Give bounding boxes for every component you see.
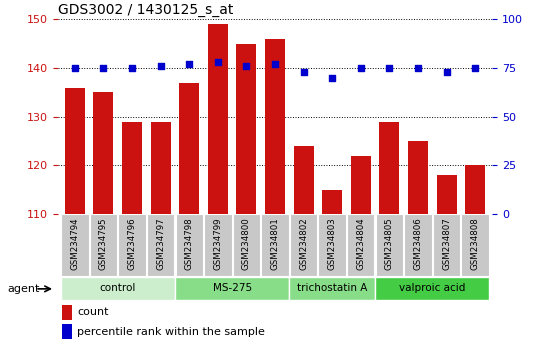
Bar [433,214,460,276]
Point [442,69,451,75]
Point [414,65,422,71]
Bar [233,214,260,276]
Text: GSM234798: GSM234798 [185,218,194,270]
Text: GSM234804: GSM234804 [356,217,365,270]
Bar [265,39,285,214]
Text: GSM234801: GSM234801 [271,217,279,270]
Point [213,59,222,65]
Text: count: count [78,307,109,317]
Bar [261,214,289,276]
Bar [375,278,490,300]
Point [356,65,365,71]
Point [328,75,337,81]
Bar [62,305,72,320]
Point [471,65,480,71]
Text: control: control [100,283,136,293]
Bar [351,156,371,214]
Text: GSM234806: GSM234806 [414,217,422,270]
Text: MS-275: MS-275 [212,283,252,293]
Bar [290,214,317,276]
Text: GSM234808: GSM234808 [471,217,480,270]
Bar [408,141,428,214]
Text: GSM234802: GSM234802 [299,217,308,270]
Point [128,65,136,71]
Bar [118,214,146,276]
Bar [318,214,346,276]
Bar [151,122,170,214]
Bar [289,278,375,300]
Bar [122,122,142,214]
Point [185,61,194,67]
Text: trichostatin A: trichostatin A [297,283,367,293]
Text: GSM234795: GSM234795 [99,218,108,270]
Bar [294,146,313,214]
Text: GSM234803: GSM234803 [328,217,337,270]
Text: GSM234805: GSM234805 [385,217,394,270]
Text: GSM234800: GSM234800 [242,217,251,270]
Bar [465,165,485,214]
Bar [61,214,89,276]
Bar [62,324,72,339]
Point [242,63,251,69]
Bar [204,214,232,276]
Bar [175,214,203,276]
Point [99,65,108,71]
Bar [179,83,199,214]
Point [299,69,308,75]
Bar [461,214,489,276]
Point [70,65,79,71]
Bar [147,214,174,276]
Text: GSM234794: GSM234794 [70,218,79,270]
Bar [379,122,399,214]
Bar [175,278,289,300]
Text: GDS3002 / 1430125_s_at: GDS3002 / 1430125_s_at [58,3,233,17]
Point [156,63,165,69]
Point [385,65,394,71]
Bar [90,214,117,276]
Bar [376,214,403,276]
Bar [65,87,85,214]
Text: valproic acid: valproic acid [399,283,465,293]
Bar [236,44,256,214]
Bar [347,214,375,276]
Bar [322,190,342,214]
Bar [208,24,228,214]
Text: GSM234797: GSM234797 [156,218,165,270]
Bar [404,214,432,276]
Bar [437,175,456,214]
Bar [60,278,175,300]
Text: GSM234796: GSM234796 [128,218,136,270]
Point [271,61,279,67]
Text: percentile rank within the sample: percentile rank within the sample [78,327,265,337]
Text: GSM234807: GSM234807 [442,217,451,270]
Text: agent: agent [7,284,40,294]
Bar [94,92,113,214]
Text: GSM234799: GSM234799 [213,218,222,270]
